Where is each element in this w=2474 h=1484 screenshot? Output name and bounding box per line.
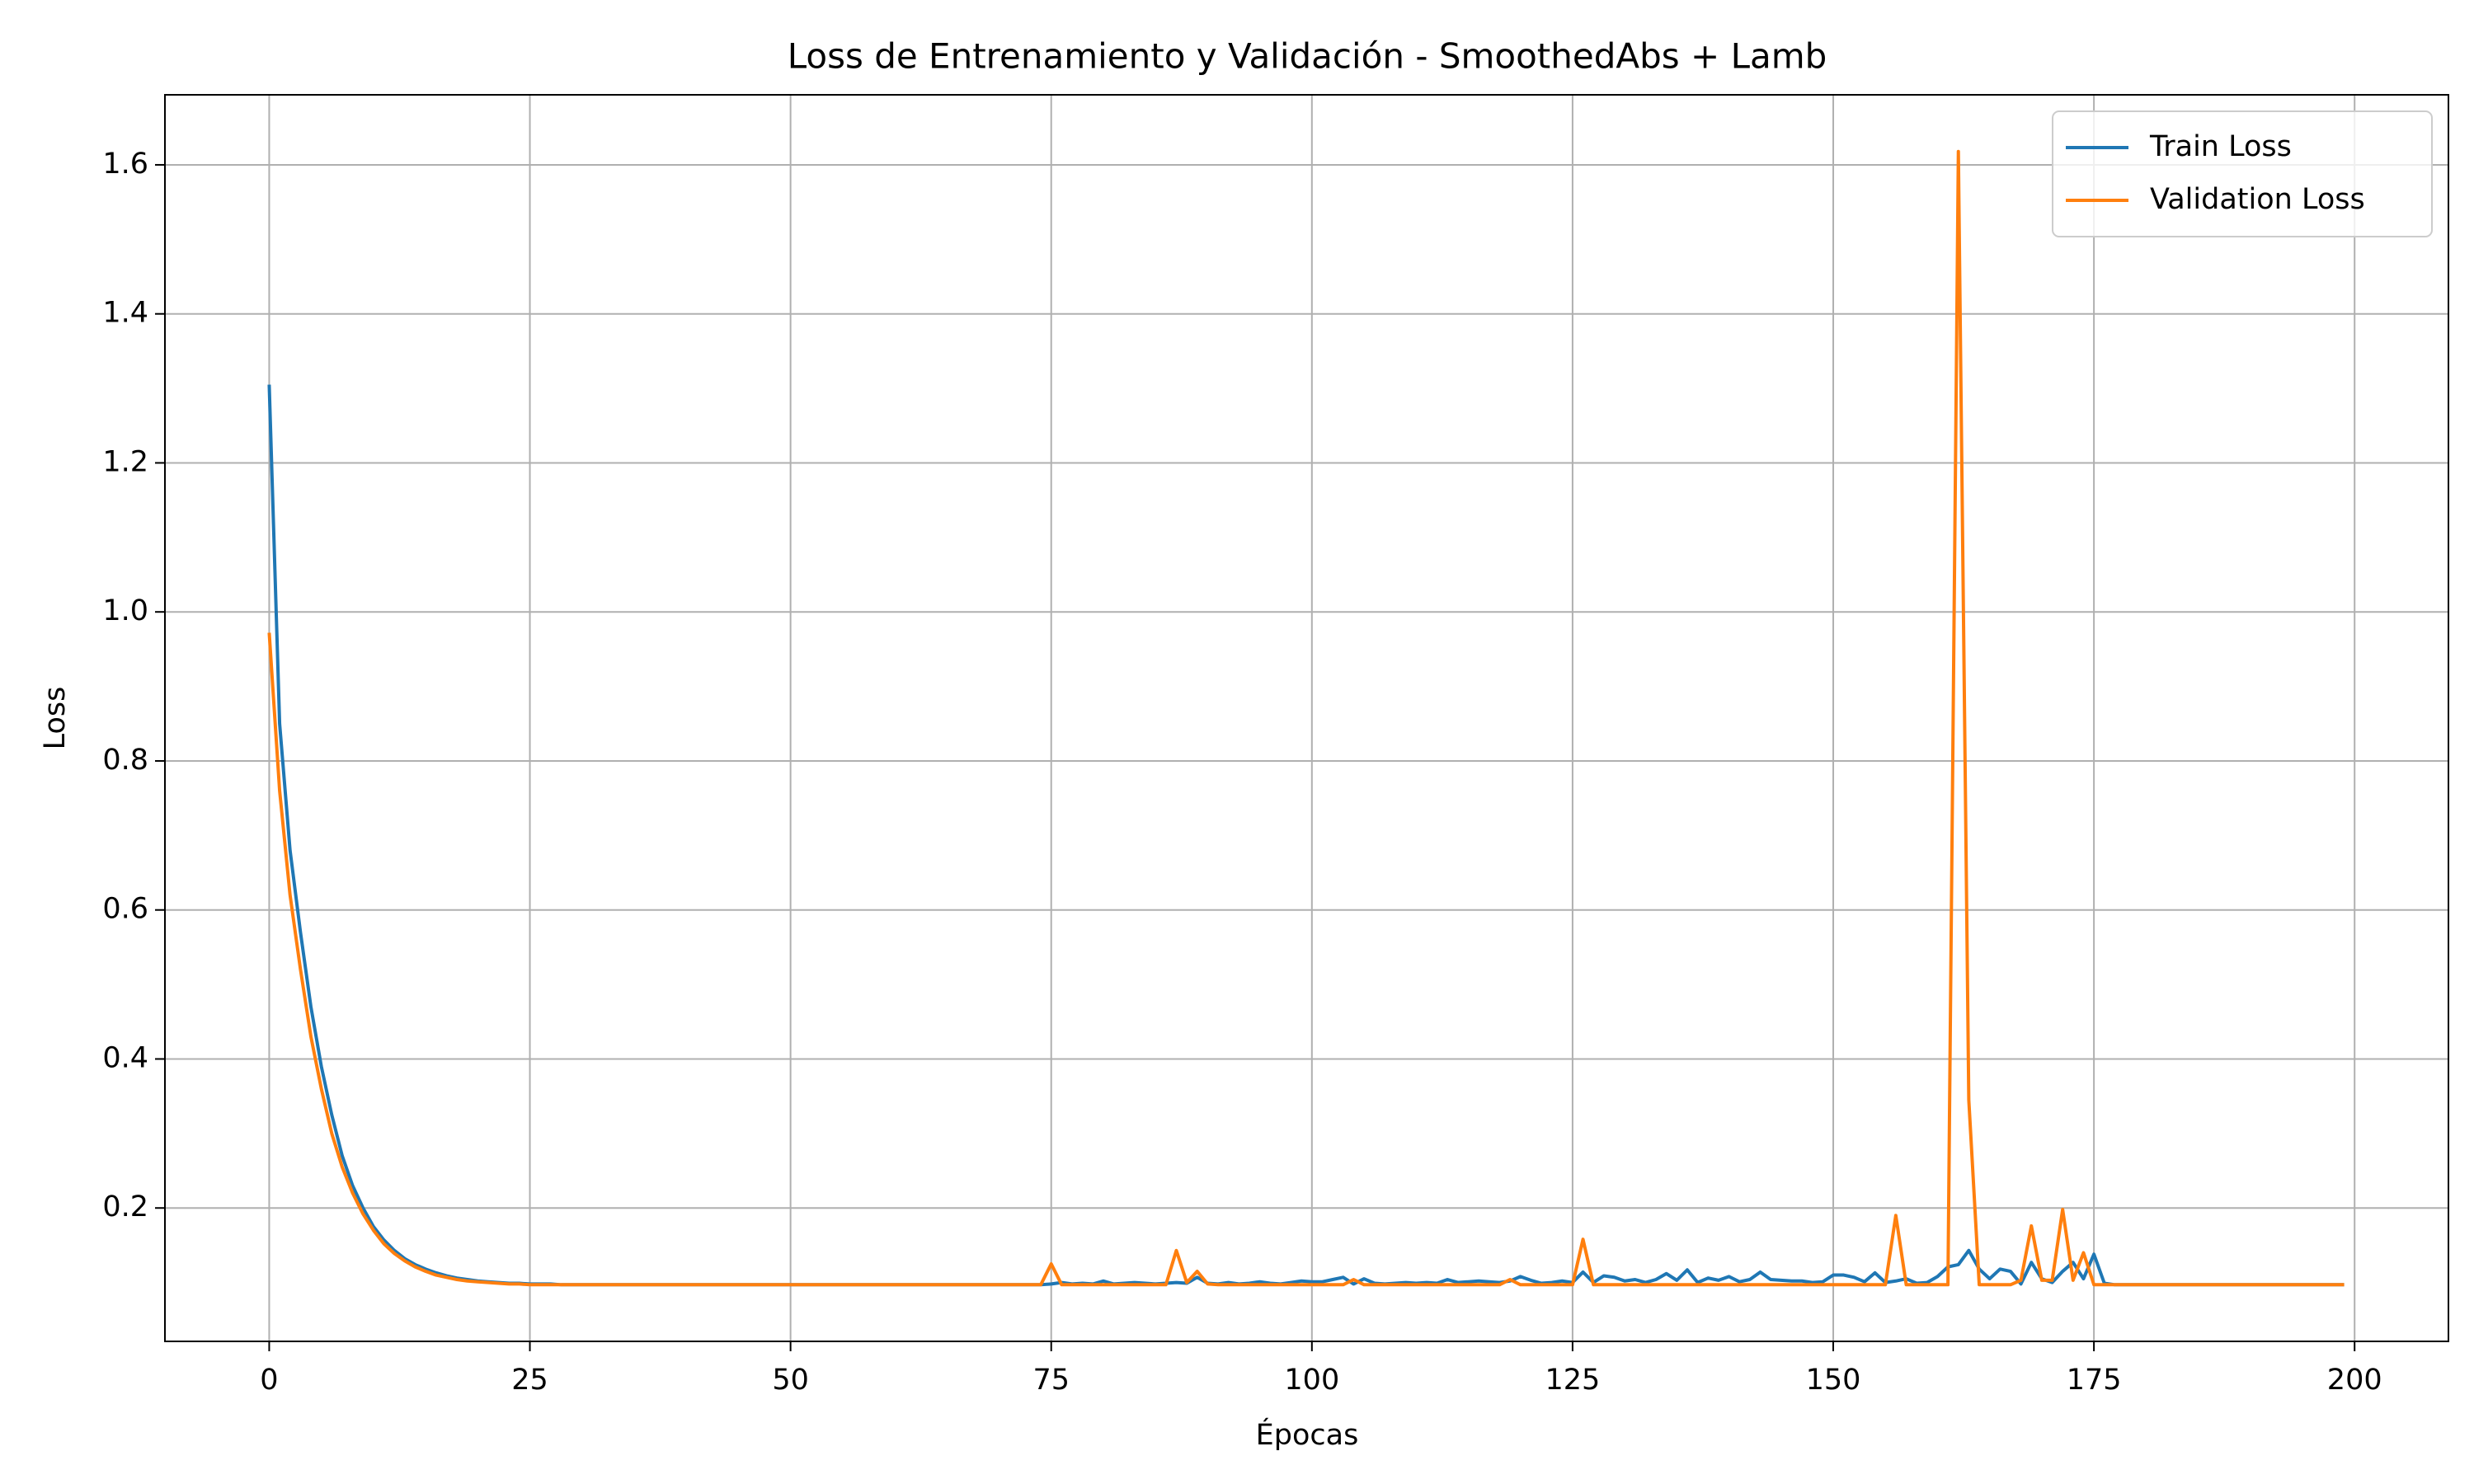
x-tick-label: 0 bbox=[260, 1364, 278, 1397]
y-tick-label: 0.2 bbox=[102, 1190, 148, 1223]
y-tick-label: 0.6 bbox=[102, 893, 148, 926]
y-tick-label: 0.8 bbox=[102, 744, 148, 777]
chart-title: Loss de Entrenamiento y Validación - Smo… bbox=[788, 36, 1827, 77]
y-tick-label: 1.0 bbox=[102, 594, 148, 627]
x-tick-label: 50 bbox=[772, 1364, 809, 1397]
y-tick-label: 1.6 bbox=[102, 148, 148, 181]
x-tick-label: 100 bbox=[1284, 1364, 1339, 1397]
x-axis-label: Épocas bbox=[1256, 1417, 1359, 1452]
x-tick-label: 75 bbox=[1032, 1364, 1070, 1397]
y-tick-label: 1.2 bbox=[102, 445, 148, 478]
x-tick-label: 125 bbox=[1545, 1364, 1601, 1397]
line-series bbox=[267, 149, 2345, 1287]
legend-box bbox=[2052, 110, 2433, 237]
legend-label: Train Loss bbox=[2149, 130, 2292, 163]
y-tick-label: 1.4 bbox=[102, 297, 148, 330]
x-tick-label: 175 bbox=[2067, 1364, 2122, 1397]
y-tick-label: 0.4 bbox=[102, 1041, 148, 1074]
x-tick-label: 25 bbox=[511, 1364, 548, 1397]
legend-label: Validation Loss bbox=[2150, 183, 2365, 216]
plot-frame bbox=[164, 94, 2449, 1342]
y-axis-label: Loss bbox=[39, 687, 72, 750]
x-tick-label: 200 bbox=[2327, 1364, 2382, 1397]
x-tick-label: 150 bbox=[1806, 1364, 1861, 1397]
